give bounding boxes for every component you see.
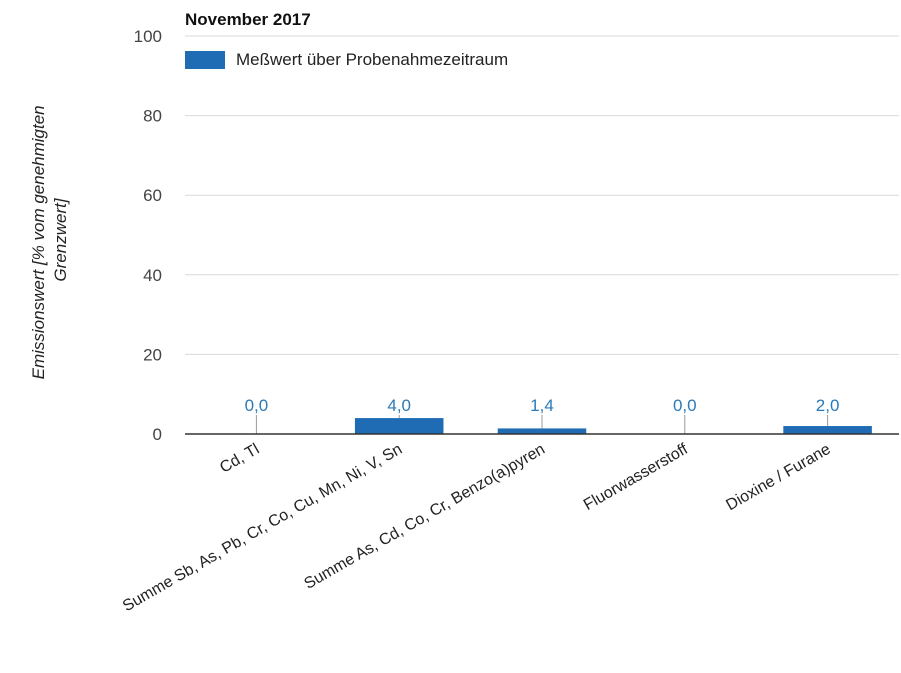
y-tick-label: 20: [143, 345, 162, 364]
legend: Meßwert über Probenahmezeitraum: [185, 50, 508, 69]
y-axis-title-line-2: Grenzwert]: [51, 197, 70, 281]
x-tick-label: Cd, Tl: [217, 441, 262, 477]
legend-label: Meßwert über Probenahmezeitraum: [236, 50, 508, 69]
data-label: 0,0: [673, 396, 697, 415]
data-label: 0,0: [245, 396, 269, 415]
data-label: 1,4: [530, 396, 554, 415]
y-tick-label: 40: [143, 266, 162, 285]
y-tick-label: 100: [134, 27, 162, 46]
x-tick-label: Summe Sb, As, Pb, Cr, Co, Cu, Mn, Ni, V,…: [120, 441, 405, 615]
data-labels: 0,0 4,0 1,4 0,0 2,0: [245, 396, 840, 434]
y-axis-ticks: 0 20 40 60 80 100: [134, 27, 162, 444]
bars: [354, 418, 872, 434]
x-tick-label: Dioxine / Furane: [723, 441, 833, 514]
y-axis-title: Emissionswert [% vom genehmigten Grenzwe…: [29, 101, 70, 380]
chart-title: November 2017: [185, 10, 311, 29]
y-tick-label: 60: [143, 186, 162, 205]
x-tick-label: Fluorwasserstoff: [581, 440, 691, 514]
data-label: 4,0: [387, 396, 411, 415]
data-label: 2,0: [816, 396, 840, 415]
y-axis-title-line-1: Emissionswert [% vom genehmigten: [29, 105, 48, 379]
bar: [354, 418, 444, 434]
bar: [497, 428, 587, 434]
grid-lines: [185, 35, 899, 355]
y-tick-label: 0: [153, 425, 162, 444]
bar: [783, 426, 872, 434]
x-tick-label: Summe As, Cd, Co, Cr, Benzo(a)pyren: [302, 441, 548, 593]
y-tick-label: 80: [143, 107, 162, 126]
legend-swatch: [185, 51, 225, 69]
